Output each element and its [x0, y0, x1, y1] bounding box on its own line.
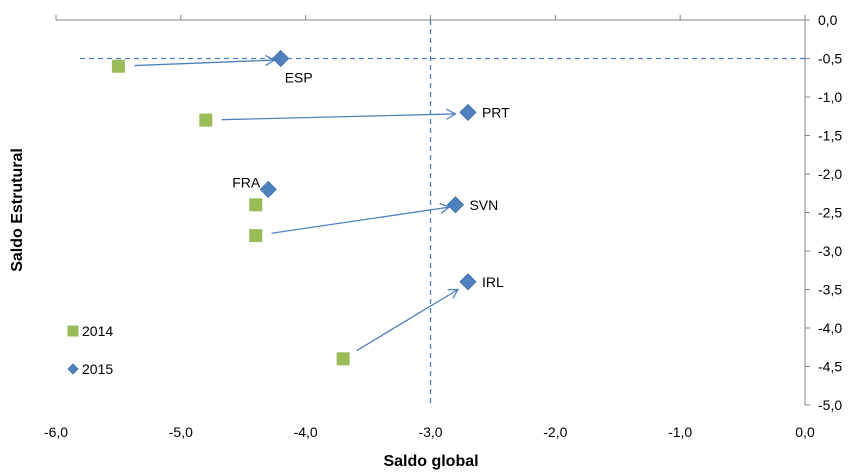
arrow [134, 54, 276, 67]
legend: 2014 2015 [67, 323, 113, 377]
point-2014-fra [249, 198, 263, 212]
point-2014-irl [336, 352, 350, 366]
x-tick-label: -2,0 [543, 424, 567, 440]
y-tick-label: -4,5 [818, 359, 842, 375]
arrow [221, 108, 457, 121]
y-tick-label: -4,0 [818, 320, 842, 336]
label-prt: PRT [482, 104, 510, 120]
point-2015-prt [459, 103, 477, 121]
x-tick-label: -5,0 [169, 424, 193, 440]
x-tick-label: -3,0 [418, 424, 442, 440]
arrow [356, 288, 460, 352]
y-tick-label: -3,5 [818, 282, 842, 298]
y-tick-label: -3,0 [818, 243, 842, 259]
point-2015-fra [259, 180, 277, 198]
point-2014-svn [249, 229, 263, 243]
x-tick-label: 0,0 [795, 424, 815, 440]
y-tick-label: -0,5 [818, 51, 842, 67]
y-tick-label: -1,0 [818, 89, 842, 105]
data-points [111, 49, 477, 366]
label-fra: FRA [232, 174, 261, 190]
label-svn: SVN [469, 197, 498, 213]
point-2015-irl [459, 273, 477, 291]
y-tick-label: -2,5 [818, 205, 842, 221]
y-tick-label: -5,0 [818, 397, 842, 413]
point-2015-svn [446, 196, 465, 214]
point-labels: ESP PRT FRA SVN IRL [232, 70, 510, 290]
point-2014-esp [111, 59, 125, 73]
legend-label-2015: 2015 [82, 361, 113, 377]
x-axis-title: Saldo global [383, 453, 478, 470]
label-esp: ESP [285, 70, 313, 86]
x-tick-label: -6,0 [44, 424, 68, 440]
y-axis-title: Saldo Estrutural [9, 148, 26, 272]
y-tick-label: -1,5 [818, 128, 842, 144]
label-irl: IRL [482, 274, 504, 290]
x-tick-label: -1,0 [668, 424, 692, 440]
axes: -6,0 -5,0 -4,0 -3,0 -2,0 -1,0 0,0 0,0 -0,5 -1,0 -1… [44, 12, 842, 440]
arrows [134, 54, 460, 352]
legend-label-2014: 2014 [82, 323, 113, 339]
y-tick-label: 0,0 [818, 12, 838, 28]
x-tick-label: -4,0 [294, 424, 318, 440]
reference-lines [80, 20, 805, 405]
point-2014-prt [199, 113, 213, 127]
legend-marker-2014 [67, 325, 79, 337]
y-tick-label: -2,0 [818, 166, 842, 182]
arrow [271, 202, 451, 234]
point-2015-esp [272, 49, 290, 68]
legend-marker-2015 [67, 363, 79, 375]
